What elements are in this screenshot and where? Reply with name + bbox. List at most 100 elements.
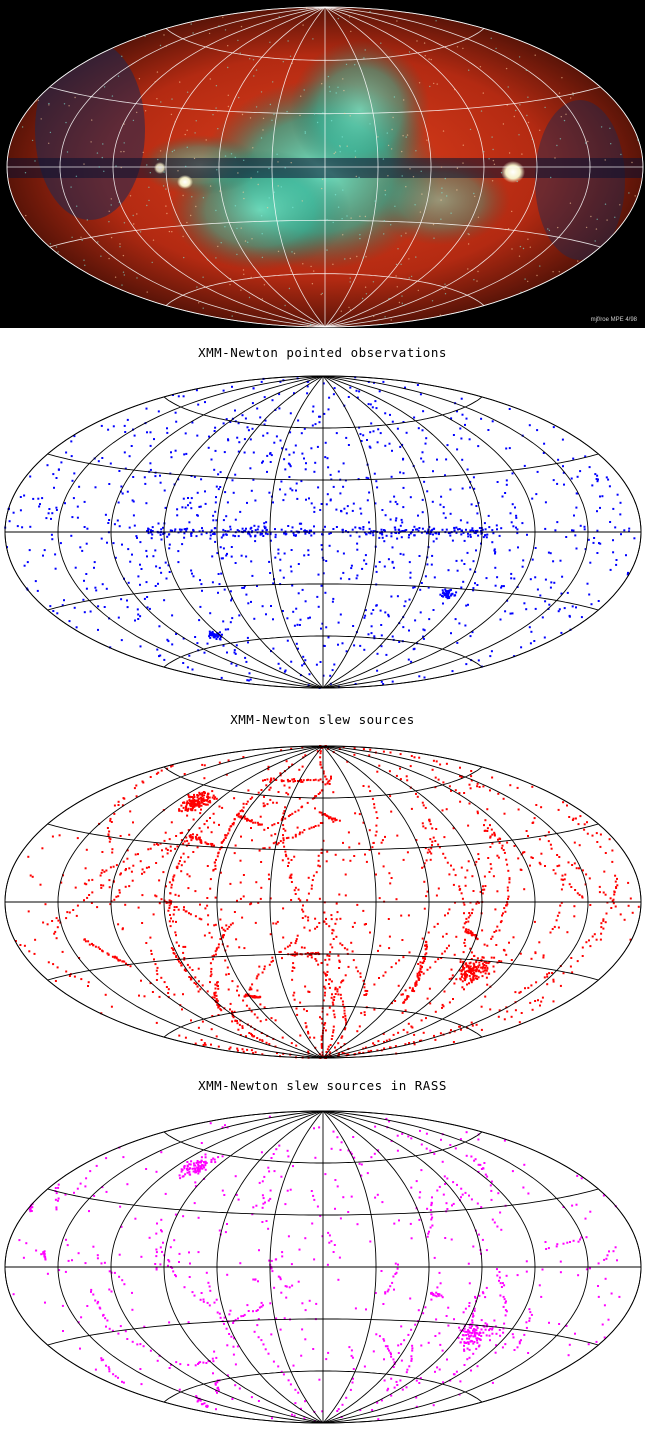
source-dot	[358, 1025, 361, 1028]
source-dot	[301, 765, 304, 768]
source-dot	[249, 467, 252, 470]
source-dot	[263, 423, 266, 426]
source-dot	[178, 1034, 181, 1037]
source-dot	[531, 785, 534, 788]
source-dot	[255, 977, 258, 980]
source-dot	[247, 679, 250, 682]
source-dot	[236, 899, 238, 902]
source-dot	[141, 868, 144, 871]
source-dot	[360, 512, 363, 515]
source-dot	[290, 876, 293, 879]
source-dot	[430, 852, 433, 855]
source-dot	[308, 991, 311, 993]
xray-speckle	[326, 249, 328, 251]
source-dot	[319, 415, 322, 418]
source-dot	[55, 1206, 58, 1209]
source-dot	[376, 817, 379, 819]
source-dot	[446, 1358, 448, 1361]
source-dot	[449, 1144, 452, 1146]
xray-speckle	[266, 207, 269, 209]
source-dot	[288, 766, 290, 769]
source-dot	[141, 894, 144, 897]
xray-speckle	[268, 197, 270, 199]
source-dot	[616, 493, 619, 496]
source-dot	[549, 552, 552, 555]
source-dot	[200, 1039, 203, 1041]
source-dot	[363, 616, 366, 619]
source-dot	[42, 921, 45, 924]
source-dot	[261, 1040, 264, 1043]
source-dot	[503, 1284, 506, 1287]
xray-speckle	[170, 113, 173, 116]
source-dot	[372, 430, 375, 433]
source-dot	[282, 834, 284, 837]
source-dot	[452, 868, 455, 871]
source-dot	[599, 542, 602, 545]
source-dot	[197, 798, 200, 801]
source-dot	[166, 427, 168, 430]
xray-speckle	[402, 135, 404, 137]
source-dot	[402, 1028, 405, 1031]
source-dot	[134, 619, 136, 622]
source-dot	[480, 1168, 483, 1170]
source-dot	[57, 468, 60, 471]
source-dot	[560, 878, 563, 881]
source-dot	[335, 818, 338, 821]
source-dot	[33, 952, 36, 955]
source-dot	[214, 864, 217, 867]
source-dot	[382, 683, 385, 685]
source-dot	[484, 885, 487, 887]
source-dot	[352, 1377, 354, 1380]
source-dot	[267, 873, 270, 876]
source-dot	[444, 589, 447, 592]
source-dot	[509, 512, 512, 515]
source-dot	[339, 993, 342, 996]
source-dot	[48, 508, 51, 510]
xray-speckle	[335, 92, 337, 94]
source-dot	[170, 451, 172, 454]
source-dot	[384, 1291, 387, 1294]
source-dot	[272, 618, 274, 621]
source-dot	[211, 996, 214, 999]
source-dot	[467, 932, 470, 935]
source-dot	[298, 797, 301, 800]
source-dot	[82, 598, 85, 601]
source-dot	[480, 531, 483, 534]
source-dot	[534, 547, 537, 549]
source-dot	[251, 839, 253, 842]
xray-speckle	[37, 99, 39, 102]
source-dot	[246, 1048, 249, 1051]
source-dot	[427, 530, 430, 533]
source-dot	[100, 886, 103, 889]
source-dot	[315, 663, 318, 666]
source-dot	[181, 506, 184, 509]
source-dot	[312, 874, 315, 877]
source-dot	[178, 860, 181, 862]
source-dot	[293, 392, 295, 395]
source-dot	[262, 779, 264, 782]
source-dot	[92, 944, 95, 947]
source-dot	[113, 898, 116, 901]
source-dot	[51, 835, 54, 838]
source-dot	[542, 452, 545, 454]
source-dot	[482, 785, 485, 788]
source-dot	[502, 797, 505, 800]
source-dot	[215, 953, 217, 956]
source-dot	[433, 1256, 436, 1259]
source-dot	[256, 996, 259, 999]
source-dot	[378, 1335, 381, 1338]
source-dot	[329, 943, 332, 946]
source-dot	[293, 951, 296, 954]
source-dot	[579, 470, 582, 473]
source-dot	[236, 989, 238, 992]
source-dot	[291, 966, 294, 969]
source-dot	[212, 519, 215, 522]
source-dot	[588, 593, 591, 596]
source-dot	[165, 901, 168, 904]
source-dot	[342, 1016, 345, 1019]
xray-speckle	[190, 23, 192, 25]
source-dot	[323, 412, 326, 415]
xray-speckle	[515, 109, 517, 112]
source-dot	[330, 478, 333, 481]
source-dot	[307, 919, 310, 922]
